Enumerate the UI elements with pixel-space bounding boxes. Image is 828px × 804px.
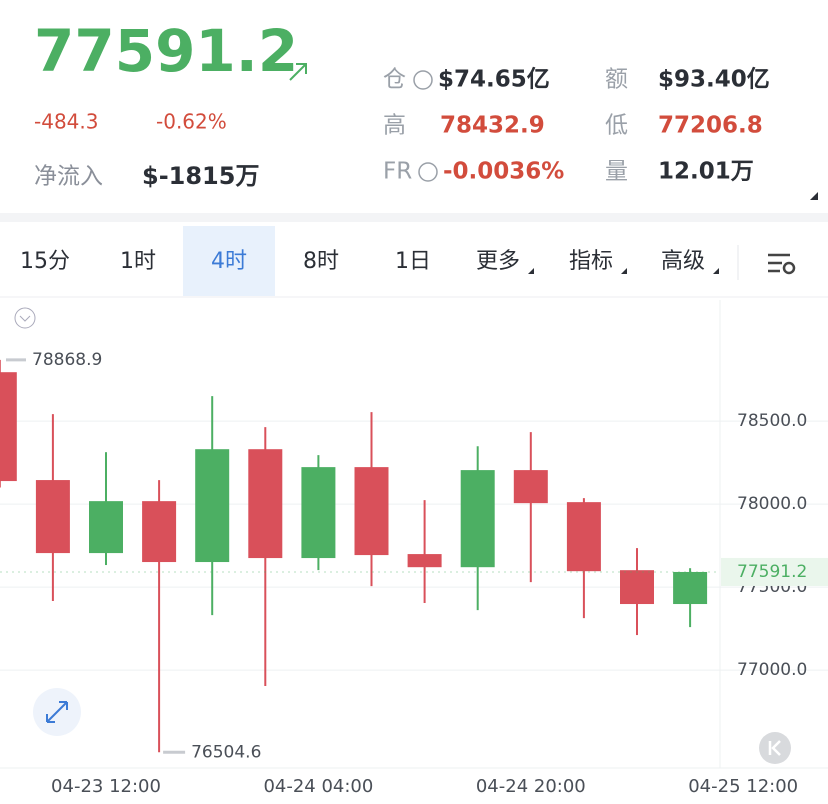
stat-value: 77206.8: [658, 113, 763, 139]
net-flow-label: 净流入: [34, 164, 103, 190]
collapse-chevron: [19, 315, 31, 322]
candle-body: [354, 467, 389, 556]
tab[interactable]: 8时: [303, 249, 339, 274]
expand-icon: [46, 701, 68, 723]
dropdown-caret: [528, 268, 534, 274]
stat-label: 量: [605, 159, 628, 185]
price: 77591.2: [34, 17, 298, 85]
tabs: 15分 1时 4时 8时 1日 更多 指标 高级: [20, 249, 719, 274]
change: -484.3: [34, 110, 98, 134]
candle-body: [460, 470, 495, 568]
tab[interactable]: 15分: [20, 249, 70, 274]
latest-icon: [768, 740, 781, 756]
candle-body: [89, 501, 123, 554]
candle-body: [407, 554, 442, 568]
candle-body: [566, 502, 601, 572]
stat-label: 低: [605, 113, 628, 139]
stat-label: FR: [383, 159, 412, 185]
info-icon: [418, 162, 438, 182]
tab[interactable]: 4时: [211, 249, 247, 274]
y-tick-label: 78000.0: [737, 494, 807, 514]
dropdown-caret: [713, 268, 719, 274]
stat-value: $93.40亿: [658, 67, 770, 93]
candle-body: [142, 501, 177, 563]
stat-value: -0.0036%: [443, 159, 564, 185]
stat-label: 仓: [383, 67, 406, 93]
x-tick-label: 04-24 04:00: [263, 776, 373, 797]
x-tick-label: 04-23 12:00: [51, 776, 161, 797]
tab[interactable]: 指标: [569, 249, 613, 274]
tab[interactable]: 更多: [476, 249, 520, 274]
x-tick-label: 04-24 20:00: [476, 776, 586, 797]
dropdown-caret: [621, 268, 627, 274]
candle-body: [248, 449, 283, 559]
active-tab-bg: [183, 226, 275, 296]
latest-button[interactable]: [759, 732, 791, 764]
collapse-icon[interactable]: [14, 307, 36, 329]
settings-icon[interactable]: [768, 253, 796, 275]
candle-body: [620, 570, 654, 605]
corner: [810, 192, 818, 200]
stat-value: 78432.9: [440, 113, 545, 139]
candle-body: [513, 470, 548, 504]
y-tick-label: 78500.0: [737, 411, 807, 431]
stat-label: 高: [383, 113, 406, 139]
current-price-label: 77591.2: [737, 562, 807, 582]
net-flow: $-1815万: [142, 162, 259, 190]
info-icon: [413, 70, 433, 90]
y-tick-label: 77000.0: [737, 660, 807, 680]
stat-value: 12.01万: [658, 159, 754, 185]
x-tick-label: 04-25 12:00: [688, 776, 798, 797]
candle-body: [301, 467, 336, 559]
min-label: 76504.6: [191, 742, 261, 762]
separator: [0, 213, 828, 222]
current-price-bg: [721, 557, 828, 586]
stat-label: 额: [605, 67, 628, 93]
candle-body: [0, 372, 17, 482]
candle-body: [195, 449, 230, 563]
tab[interactable]: 高级: [661, 249, 705, 274]
tab[interactable]: 1日: [395, 249, 431, 274]
stat-value: $74.65亿: [438, 67, 550, 93]
candle-body: [35, 480, 70, 554]
trend-arrow: [289, 63, 307, 81]
max-label: 78868.9: [32, 350, 102, 370]
change-pct: -0.62%: [156, 110, 227, 134]
candle-body: [673, 571, 708, 605]
tab[interactable]: 1时: [120, 249, 156, 274]
